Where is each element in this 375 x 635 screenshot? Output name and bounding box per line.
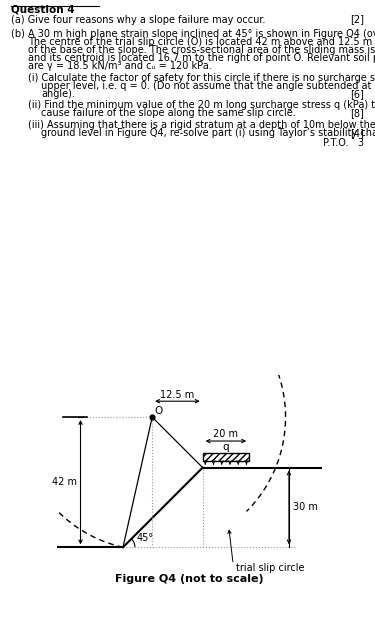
Text: [4]: [4]: [350, 128, 364, 138]
Text: trial slip circle: trial slip circle: [236, 563, 304, 573]
Text: [6]: [6]: [350, 89, 364, 98]
Text: (iii) Assuming that there is a rigid stratum at a depth of 10m below the lower: (iii) Assuming that there is a rigid str…: [28, 120, 375, 130]
Text: upper level, i.e. q = 0. (Do not assume that the angle subtended at O is a right: upper level, i.e. q = 0. (Do not assume …: [41, 81, 375, 91]
Text: P.T.O.   3: P.T.O. 3: [323, 138, 364, 149]
Text: 30 m: 30 m: [293, 502, 318, 512]
Text: (b) A 30 m high plane strain slope inclined at 45° is shown in Figure Q4 (overle: (b) A 30 m high plane strain slope incli…: [11, 29, 375, 39]
Text: [2]: [2]: [350, 15, 364, 25]
Bar: [202, 453, 249, 461]
Text: q: q: [223, 443, 229, 452]
Text: of the base of the slope. The cross-sectional area of the sliding mass is 929.4 : of the base of the slope. The cross-sect…: [28, 45, 375, 55]
Text: Figure Q4 (not to scale): Figure Q4 (not to scale): [115, 575, 264, 584]
Text: 20 m: 20 m: [213, 429, 238, 439]
Text: cause failure of the slope along the same slip circle.: cause failure of the slope along the sam…: [41, 109, 296, 118]
Text: 12.5 m: 12.5 m: [160, 390, 195, 399]
Text: (a) Give four reasons why a slope failure may occur.: (a) Give four reasons why a slope failur…: [11, 15, 266, 25]
Text: 45°: 45°: [137, 533, 154, 544]
Text: and its centroid is located 16.7 m to the right of point O. Relevant soil proper: and its centroid is located 16.7 m to th…: [28, 53, 375, 63]
Text: (ii) Find the minimum value of the 20 m long surcharge stress q (kPa) that will: (ii) Find the minimum value of the 20 m …: [28, 100, 375, 110]
Text: 42 m: 42 m: [51, 477, 76, 487]
Text: O: O: [154, 406, 162, 416]
Text: are γ = 18.5 kN/m³ and cᵤ = 120 kPa.: are γ = 18.5 kN/m³ and cᵤ = 120 kPa.: [28, 61, 212, 71]
Text: ground level in Figure Q4, re-solve part (i) using Taylor’s stability chart.: ground level in Figure Q4, re-solve part…: [41, 128, 375, 138]
Text: [8]: [8]: [350, 109, 364, 118]
Text: Question 4: Question 4: [11, 4, 75, 14]
Text: angle).: angle).: [41, 89, 75, 98]
Text: (i) Calculate the factor of safety for this circle if there is no surcharge stre: (i) Calculate the factor of safety for t…: [28, 72, 375, 83]
Text: The centre of the trial slip circle (O) is located 42 m above and 12.5 m to the : The centre of the trial slip circle (O) …: [28, 37, 375, 47]
